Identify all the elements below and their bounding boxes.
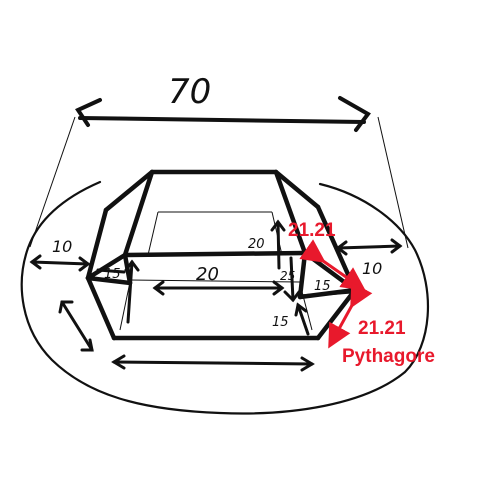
right-height-lower-label: 15 <box>272 315 289 330</box>
right-width-label: 10 <box>362 259 382 278</box>
red-caption: Pythagore <box>342 346 435 367</box>
left-slope-label: 15 <box>104 267 121 282</box>
top-width-label: 70 <box>168 72 211 112</box>
projection-line-right <box>377 116 409 249</box>
outer-outline <box>20 180 430 415</box>
top-dimension <box>75 96 371 132</box>
left-width-label: 10 <box>52 237 72 256</box>
right-height-upper-label: 20 <box>248 237 265 252</box>
red-arrows <box>299 239 373 349</box>
center-length-label: 20 <box>196 264 219 285</box>
right-height-mid-label: 25 <box>280 269 295 283</box>
red-value-top: 21.21 <box>288 220 336 241</box>
red-value-bottom: 21.21 <box>358 318 406 339</box>
right-slope-label: 15 <box>314 279 331 294</box>
projection-line-left <box>29 116 76 248</box>
